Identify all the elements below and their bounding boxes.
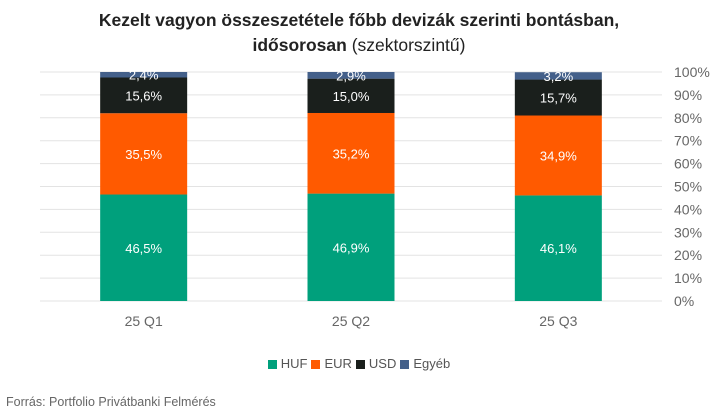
bar-segment-huf — [100, 194, 188, 301]
legend-swatch — [267, 360, 277, 369]
legend-item-egyéb: Egyéb — [400, 356, 450, 371]
data-label: 2,4% — [129, 68, 159, 83]
legend-swatch — [400, 360, 410, 369]
bar-segment-eur — [514, 115, 602, 196]
chart-legend: HUF EUR USD Egyéb — [0, 356, 718, 371]
data-label: 15,6% — [125, 88, 162, 103]
y-tick-label: 80% — [674, 110, 702, 126]
bar-segment-huf — [307, 193, 395, 301]
data-label: 46,1% — [540, 241, 577, 256]
y-tick-label: 90% — [674, 87, 702, 103]
legend-swatch — [311, 360, 321, 369]
legend-label: USD — [368, 356, 397, 371]
chart-title-bold-part: idősorosan — [252, 35, 347, 55]
y-tick-label: 100% — [674, 64, 710, 80]
y-tick-label: 30% — [674, 224, 702, 240]
data-label: 35,5% — [125, 147, 162, 162]
y-tick-label: 10% — [674, 270, 702, 286]
y-tick-label: 40% — [674, 201, 702, 217]
chart-title: Kezelt vagyon összeszetétele főbb devizá… — [0, 8, 718, 58]
source-note: Forrás: Portfolio Privátbanki Felmérés — [6, 395, 216, 409]
legend-item-eur: EUR — [311, 356, 352, 371]
x-tick-label: 25 Q1 — [125, 313, 163, 329]
chart-title-line2: idősorosan (szektorszintű) — [0, 33, 718, 58]
data-label: 3,2% — [544, 69, 574, 84]
legend-label: Egyéb — [413, 356, 451, 371]
x-tick-label: 25 Q3 — [539, 313, 577, 329]
legend-label: HUF — [280, 356, 308, 371]
bar-segment-egyéb — [514, 72, 602, 80]
data-label: 34,9% — [540, 148, 577, 163]
y-tick-label: 50% — [674, 179, 702, 195]
data-label: 46,5% — [125, 241, 162, 256]
bar-segment-huf — [514, 195, 602, 301]
chart-title-line1: Kezelt vagyon összeszetétele főbb devizá… — [98, 10, 620, 30]
bar-segment-eur — [100, 113, 188, 195]
bar-segment-egyéb — [100, 72, 188, 78]
bar-segment-usd — [100, 77, 188, 114]
y-tick-label: 60% — [674, 156, 702, 172]
data-label: 2,9% — [336, 68, 366, 83]
bar-segment-egyéb — [307, 72, 395, 79]
legend-item-usd: USD — [355, 356, 397, 371]
data-label: 35,2% — [333, 146, 370, 161]
x-tick-label: 25 Q2 — [332, 313, 370, 329]
legend-swatch — [355, 360, 365, 369]
y-tick-label: 0% — [674, 293, 694, 309]
bar-segment-eur — [307, 112, 395, 194]
legend-label: EUR — [324, 356, 352, 371]
chart-subtitle: (szektorszintű) — [351, 35, 466, 55]
bar-segment-usd — [514, 79, 602, 116]
y-tick-label: 70% — [674, 133, 702, 149]
bar-segment-usd — [307, 78, 395, 113]
data-label: 46,9% — [333, 240, 370, 255]
data-label: 15,7% — [540, 91, 577, 106]
y-tick-label: 20% — [674, 247, 702, 263]
legend-item-huf: HUF — [267, 356, 308, 371]
data-label: 15,0% — [333, 89, 370, 104]
